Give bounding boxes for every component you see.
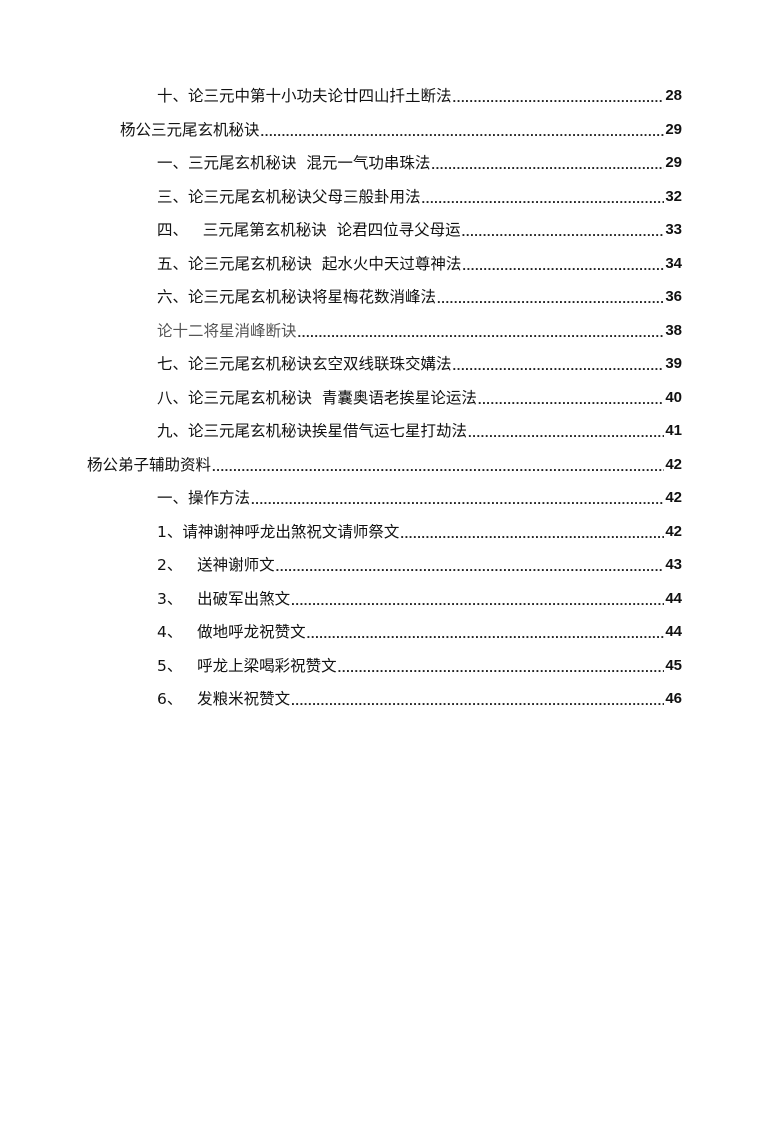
dot-leader: ........................................… bbox=[452, 90, 665, 105]
toc-entry-title: 1、请神谢神呼龙出煞祝文请师祭文 bbox=[157, 522, 400, 541]
toc-entry-title: 3、 出破军出煞文 bbox=[157, 589, 291, 608]
toc-entry[interactable]: 七、论三元尾玄机秘诀玄空双线联珠交媾法.....................… bbox=[157, 353, 682, 375]
toc-entry[interactable]: 四、 三元尾第玄机秘诀 论君四位寻父母运....................… bbox=[157, 219, 682, 241]
toc-entry-title: 四、 三元尾第玄机秘诀 论君四位寻父母运 bbox=[157, 221, 461, 239]
dot-leader: ........................................… bbox=[421, 190, 665, 206]
toc-entry[interactable]: 4、 做地呼龙祝赞文..............................… bbox=[157, 621, 682, 643]
toc-entry-title: 六、论三元尾玄机秘诀将星梅花数消峰法 bbox=[157, 288, 437, 306]
toc-entry[interactable]: 八、论三元尾玄机秘诀 青囊奥语老挨星论运法...................… bbox=[157, 387, 682, 409]
toc-entry-title: 2、 送神谢师文 bbox=[157, 556, 275, 574]
toc-entry[interactable]: 九、论三元尾玄机秘诀挨星借气运七星打劫法....................… bbox=[157, 420, 682, 442]
toc-entry-title: 论十二将星消峰断诀 bbox=[157, 321, 297, 340]
toc-entry[interactable]: 一、三元尾玄机秘诀 混元一气功串珠法......................… bbox=[157, 152, 682, 174]
toc-entry-title: 杨公三元尾玄机秘诀 bbox=[120, 120, 260, 139]
toc-entry-title: 一、操作方法 bbox=[157, 489, 251, 507]
toc-entry-page: 41 bbox=[665, 422, 682, 439]
toc-entry-page: 29 bbox=[665, 120, 682, 138]
toc-entry-title: 五、论三元尾玄机秘诀 起水火中天过尊神法 bbox=[157, 254, 462, 273]
toc-entry[interactable]: 五、论三元尾玄机秘诀 起水火中天过尊神法....................… bbox=[157, 253, 682, 275]
toc-entry-title: 5、 呼龙上梁喝彩祝赞文 bbox=[157, 656, 337, 675]
dot-leader: ........................................… bbox=[260, 123, 665, 139]
toc-entry-title: 4、 做地呼龙祝赞文 bbox=[157, 623, 306, 641]
toc-entry-title: 一、三元尾玄机秘诀 混元一气功串珠法 bbox=[157, 154, 431, 172]
toc-entry-title: 三、论三元尾玄机秘诀父母三般卦用法 bbox=[157, 187, 421, 206]
toc-entry-title: 九、论三元尾玄机秘诀挨星借气运七星打劫法 bbox=[157, 422, 468, 440]
toc-entry-title: 八、论三元尾玄机秘诀 青囊奥语老挨星论运法 bbox=[157, 388, 477, 407]
toc-entry-page: 32 bbox=[665, 187, 682, 205]
toc-entry-page: 43 bbox=[665, 556, 682, 573]
dot-leader: ........................................… bbox=[337, 659, 665, 675]
toc-entry-page: 45 bbox=[665, 656, 682, 674]
toc-entry[interactable]: 杨公弟子辅助资料................................… bbox=[87, 454, 682, 476]
toc-entry[interactable]: 十、论三元中第十小功夫论廿四山扦土断法.....................… bbox=[157, 85, 682, 107]
dot-leader: ........................................… bbox=[477, 391, 664, 407]
toc-entry-page: 36 bbox=[665, 288, 682, 305]
toc-entry-title: 6、 发粮米祝赞文 bbox=[157, 690, 291, 708]
toc-entry[interactable]: 论十二将星消峰断诀...............................… bbox=[157, 320, 682, 342]
toc-entry-page: 42 bbox=[665, 522, 682, 540]
dot-leader: ........................................… bbox=[291, 693, 664, 708]
toc-entry[interactable]: 1、请神谢神呼龙出煞祝文请师祭文........................… bbox=[157, 521, 682, 543]
dot-leader: ........................................… bbox=[461, 224, 665, 239]
dot-leader: ........................................… bbox=[431, 157, 665, 172]
toc-entry[interactable]: 2、 送神谢师文................................… bbox=[157, 554, 682, 576]
toc-entry[interactable]: 六、论三元尾玄机秘诀将星梅花数消峰法......................… bbox=[157, 286, 682, 308]
toc-entry[interactable]: 3、 出破军出煞文...............................… bbox=[157, 588, 682, 610]
toc-entry-page: 42 bbox=[665, 455, 682, 473]
dot-leader: ........................................… bbox=[468, 425, 664, 440]
toc-entry-title: 七、论三元尾玄机秘诀玄空双线联珠交媾法 bbox=[157, 355, 452, 373]
dot-leader: ........................................… bbox=[306, 626, 665, 641]
toc-entry-page: 38 bbox=[665, 321, 682, 339]
dot-leader: ........................................… bbox=[291, 592, 664, 608]
dot-leader: ........................................… bbox=[212, 458, 664, 474]
toc-entry[interactable]: 三、论三元尾玄机秘诀父母三般卦用法.......................… bbox=[157, 186, 682, 208]
dot-leader: ........................................… bbox=[297, 324, 665, 340]
dot-leader: ........................................… bbox=[251, 492, 664, 507]
toc-entry[interactable]: 6、 发粮米祝赞文...............................… bbox=[157, 688, 682, 710]
toc-entry-page: 44 bbox=[665, 589, 682, 607]
toc-entry-page: 29 bbox=[665, 154, 682, 171]
toc-entry-page: 34 bbox=[665, 254, 682, 272]
dot-leader: ........................................… bbox=[462, 257, 665, 273]
toc-entry-page: 44 bbox=[665, 623, 682, 640]
toc-entry-title: 十、论三元中第十小功夫论廿四山扦土断法 bbox=[157, 87, 452, 105]
toc-entry-title: 杨公弟子辅助资料 bbox=[87, 455, 212, 474]
toc-entry[interactable]: 一、操作方法..................................… bbox=[157, 487, 682, 509]
toc-entry[interactable]: 5、 呼龙上梁喝彩祝赞文............................… bbox=[157, 655, 682, 677]
dot-leader: ........................................… bbox=[275, 559, 665, 574]
toc-entry-page: 33 bbox=[665, 221, 682, 238]
dot-leader: ........................................… bbox=[400, 525, 664, 541]
toc-entry-page: 28 bbox=[665, 87, 682, 104]
toc-entry-page: 39 bbox=[665, 355, 682, 372]
dot-leader: ........................................… bbox=[452, 358, 665, 373]
toc-entry-page: 40 bbox=[665, 388, 682, 406]
dot-leader: ........................................… bbox=[437, 291, 665, 306]
toc-entry-page: 42 bbox=[665, 489, 682, 506]
toc-entry-page: 46 bbox=[665, 690, 682, 707]
toc-entry[interactable]: 杨公三元尾玄机秘诀...............................… bbox=[120, 119, 682, 141]
